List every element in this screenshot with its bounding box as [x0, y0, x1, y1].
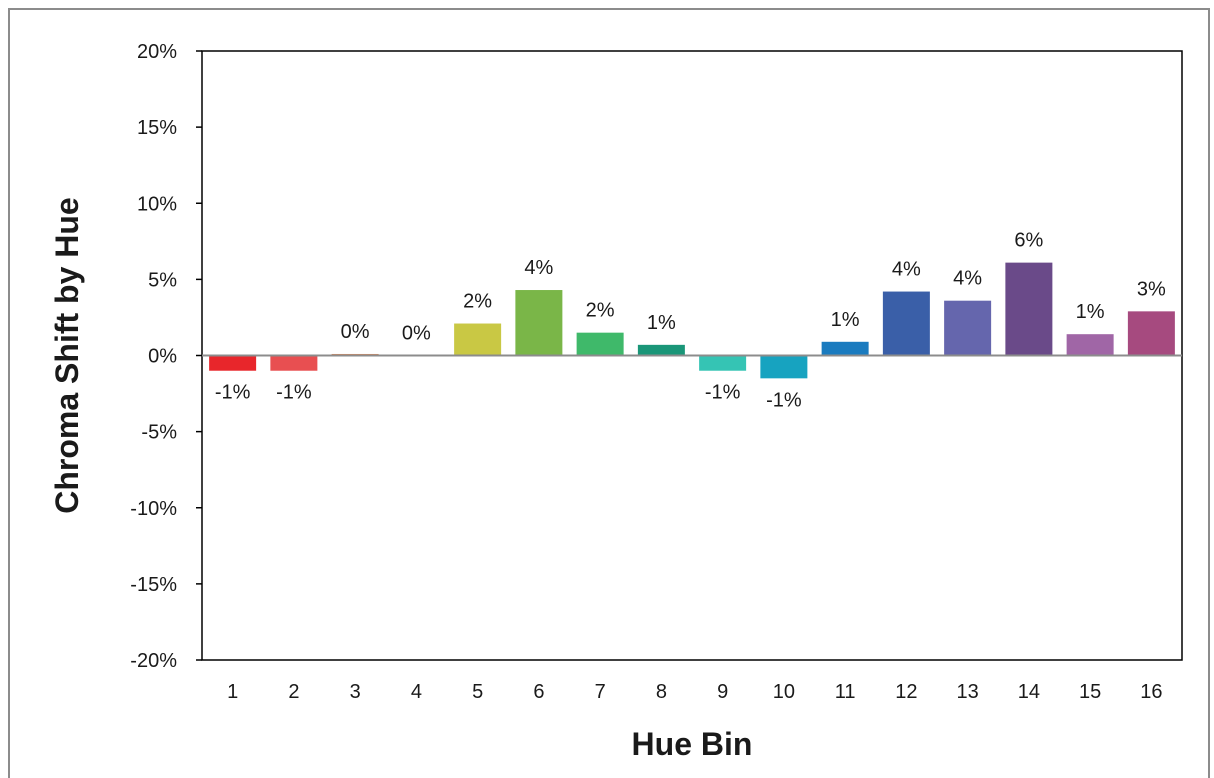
y-axis-ticks: 20% 15% 10% 5% 0% -5% -10% -15% -20% — [130, 41, 202, 672]
chart-frame — [8, 8, 1210, 778]
y-tick-label: -10% — [130, 498, 177, 520]
data-label: -1% — [705, 382, 741, 404]
x-tick-label: 12 — [895, 681, 917, 703]
x-tick-label: 4 — [411, 681, 422, 703]
x-tick-label: 2 — [288, 681, 299, 703]
x-tick-label: 3 — [350, 681, 361, 703]
data-label: 1% — [647, 312, 676, 334]
bar-hue-16 — [1127, 311, 1175, 356]
bar-hue-1 — [209, 355, 257, 371]
data-label: 2% — [463, 291, 492, 313]
data-labels: -1% -1% 0% 0% 2% 4% 2% 1% -1% -1% 1% 4% 4% 6% 1% 3% — [215, 230, 1166, 412]
data-label: 4% — [953, 268, 982, 290]
x-tick-label: 5 — [472, 681, 483, 703]
data-label: 4% — [524, 257, 553, 279]
bars — [209, 262, 1175, 379]
x-axis-ticks: 1 2 3 4 5 6 7 8 9 10 11 12 13 14 15 16 — [227, 681, 1162, 703]
y-axis-title: Chroma Shift by Hue — [49, 197, 85, 513]
bar-hue-2 — [270, 355, 318, 371]
data-label: -1% — [276, 382, 312, 404]
bar-hue-13 — [944, 300, 992, 356]
data-label: 3% — [1137, 278, 1166, 300]
x-axis-title: Hue Bin — [632, 726, 753, 762]
x-tick-label: 16 — [1140, 681, 1162, 703]
x-tick-label: 7 — [595, 681, 606, 703]
bar-hue-15 — [1066, 334, 1114, 356]
x-tick-label: 15 — [1079, 681, 1101, 703]
bar-hue-8 — [637, 344, 685, 356]
bar-hue-5 — [454, 323, 502, 356]
x-tick-label: 14 — [1018, 681, 1040, 703]
data-label: 0% — [341, 321, 370, 343]
bar-hue-11 — [821, 341, 869, 356]
y-tick-label: 5% — [148, 269, 177, 291]
x-tick-label: 11 — [835, 681, 856, 703]
x-tick-label: 10 — [773, 681, 795, 703]
x-tick-label: 13 — [957, 681, 979, 703]
y-tick-label: 20% — [137, 41, 177, 63]
x-tick-label: 9 — [717, 681, 728, 703]
data-label: 0% — [402, 323, 431, 345]
y-tick-label: 0% — [148, 346, 177, 368]
bar-hue-7 — [576, 332, 624, 356]
bar-hue-6 — [515, 290, 563, 356]
bar-hue-10 — [760, 355, 808, 379]
y-tick-label: 10% — [137, 193, 177, 215]
data-label: -1% — [215, 382, 251, 404]
y-tick-label: 15% — [137, 117, 177, 139]
bar-hue-12 — [882, 291, 930, 356]
data-label: 1% — [831, 309, 860, 331]
x-tick-label: 6 — [533, 681, 544, 703]
data-label: 1% — [1076, 301, 1105, 323]
data-label: 6% — [1014, 230, 1043, 252]
data-label: -1% — [766, 389, 802, 411]
bar-hue-14 — [1005, 262, 1053, 356]
y-tick-label: -15% — [130, 574, 177, 596]
x-tick-label: 1 — [227, 681, 238, 703]
data-label: 2% — [586, 300, 615, 322]
y-tick-label: -5% — [141, 422, 177, 444]
x-tick-label: 8 — [656, 681, 667, 703]
bar-hue-9 — [699, 355, 747, 371]
y-tick-label: -20% — [130, 650, 177, 672]
data-label: 4% — [892, 259, 921, 281]
